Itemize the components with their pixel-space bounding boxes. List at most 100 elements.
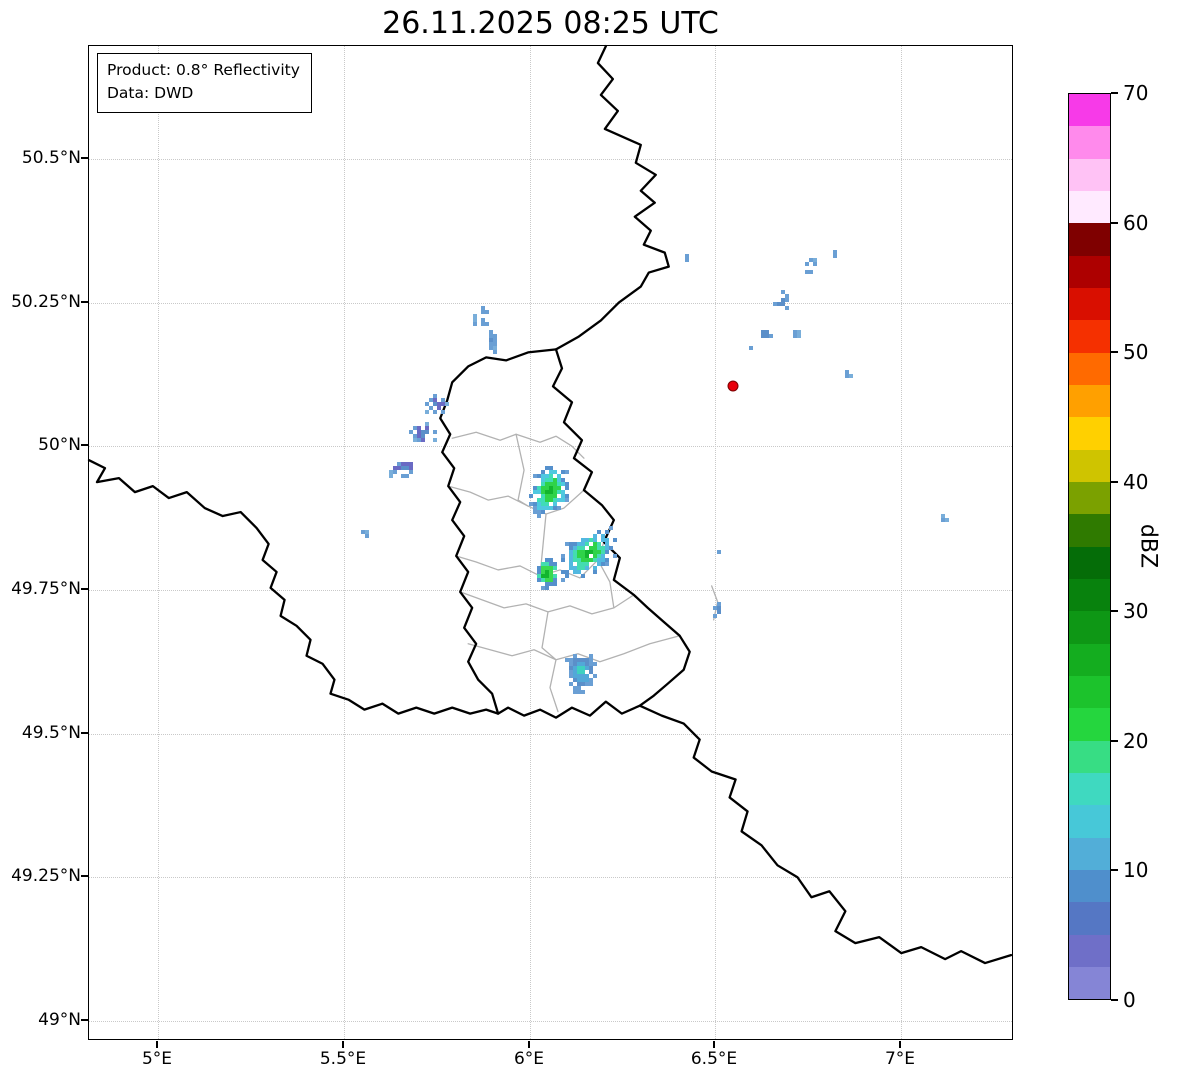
radar-echo-cell <box>545 498 549 502</box>
radar-echo-cell <box>561 482 565 486</box>
colorbar-segment <box>1069 255 1110 288</box>
radar-echo-cell <box>537 566 541 570</box>
radar-echo-cell <box>589 658 593 662</box>
radar-echo-cell <box>441 398 445 402</box>
radar-echo-cell <box>489 346 493 350</box>
radar-echo-cell <box>541 578 545 582</box>
colorbar-segment <box>1069 352 1110 385</box>
radar-echo-cell <box>569 666 573 670</box>
radar-echo-cell <box>597 554 601 558</box>
radar-echo-cell <box>605 538 609 542</box>
radar-echo-cell <box>561 490 565 494</box>
radar-echo-cell <box>541 490 545 494</box>
radar-echo-cell <box>545 466 549 470</box>
radar-echo-cell <box>573 674 577 678</box>
colorbar-segment <box>1069 643 1110 676</box>
x-tick-mark <box>342 1041 344 1048</box>
colorbar-segment <box>1069 934 1110 967</box>
colorbar-segment <box>1069 611 1110 644</box>
radar-echo-cell <box>545 558 549 562</box>
radar-echo-cell <box>581 558 585 562</box>
radar-echo-cell <box>561 554 565 558</box>
radar-echo-cell <box>409 430 413 434</box>
radar-echo-cell <box>441 410 445 414</box>
x-tick-label: 5°E <box>141 1049 173 1069</box>
radar-echo-cell <box>541 494 545 498</box>
colorbar-segment <box>1069 190 1110 224</box>
radar-echo-cell <box>437 406 441 410</box>
radar-echo-cell <box>433 398 437 402</box>
admin-border-path <box>467 635 681 663</box>
radar-echo-cell <box>581 566 585 570</box>
radar-echo-cell <box>541 586 545 590</box>
radar-echo-cell <box>541 482 545 486</box>
colorbar-segment <box>1069 675 1110 709</box>
radar-echo-cell <box>545 502 549 506</box>
radar-echo-cell <box>553 578 557 582</box>
x-tick-mark <box>528 1041 530 1048</box>
radar-echo-cell <box>577 674 581 678</box>
y-tick-label: 49°N <box>38 1010 81 1030</box>
radar-echo-cell <box>541 510 545 514</box>
radar-echo-cell <box>609 546 613 550</box>
radar-echo-cell <box>493 350 497 354</box>
radar-echo-cell <box>561 570 565 574</box>
radar-echo-cell <box>553 494 557 498</box>
gridline-vertical <box>715 46 716 1039</box>
radar-echo-cell <box>433 438 437 442</box>
radar-echo-cell <box>609 526 613 530</box>
radar-echo-cell <box>717 606 721 610</box>
radar-echo-cell <box>541 470 545 474</box>
radar-echo-cell <box>773 302 777 306</box>
y-tick-mark <box>81 157 88 159</box>
radar-echo-cell <box>489 342 493 346</box>
radar-echo-cell <box>529 494 533 498</box>
radar-echo-cell <box>549 478 553 482</box>
radar-echo-cell <box>605 558 609 562</box>
radar-echo-cell <box>393 466 397 470</box>
radar-echo-cell <box>429 406 433 410</box>
radar-echo-cell <box>833 250 837 254</box>
radar-echo-cell <box>489 338 493 342</box>
radar-echo-cell <box>593 534 597 538</box>
gridline-vertical <box>530 46 531 1039</box>
colorbar-segment <box>1069 740 1110 773</box>
radar-echo-cell <box>597 550 601 554</box>
radar-echo-cell <box>569 658 573 662</box>
radar-echo-cell <box>769 334 773 338</box>
radar-echo-cell <box>749 346 753 350</box>
radar-echo-cell <box>541 566 545 570</box>
radar-echo-cell <box>433 410 437 414</box>
radar-echo-cell <box>553 566 557 570</box>
radar-echo-cell <box>405 462 409 466</box>
radar-echo-cell <box>549 574 553 578</box>
x-tick-label: 5.5°E <box>319 1049 367 1069</box>
radar-echo-cell <box>569 670 573 674</box>
radar-echo-cell <box>565 482 569 486</box>
radar-echo-cell <box>569 558 573 562</box>
radar-echo-cell <box>809 270 813 274</box>
country-border-path <box>87 459 500 715</box>
radar-echo-cell <box>433 394 437 398</box>
y-tick-label: 49.75°N <box>11 579 81 599</box>
radar-echo-cell <box>805 270 809 274</box>
radar-echo-cell <box>565 470 569 474</box>
radar-echo-cell <box>941 518 945 522</box>
radar-echo-cell <box>717 602 721 606</box>
radar-echo-cell <box>573 566 577 570</box>
radar-echo-cell <box>781 298 785 302</box>
x-tick-mark <box>899 1041 901 1048</box>
radar-echo-cell <box>569 566 573 570</box>
colorbar-segment <box>1069 514 1110 547</box>
y-tick-mark <box>81 732 88 734</box>
colorbar-tick-mark <box>1111 480 1118 483</box>
radar-echo-cell <box>577 566 581 570</box>
radar-echo-cell <box>549 490 553 494</box>
radar-echo-cell <box>549 466 553 470</box>
colorbar-segment <box>1069 578 1110 612</box>
gridline-vertical <box>344 46 345 1039</box>
radar-echo-cell <box>397 466 401 470</box>
colorbar-tick-mark <box>1111 739 1118 742</box>
radar-echo-cell <box>569 682 573 686</box>
radar-echo-cell <box>581 662 585 666</box>
